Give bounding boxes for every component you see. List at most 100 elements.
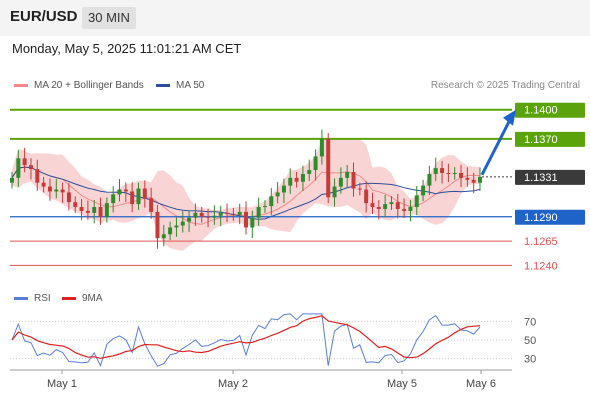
level-label: 1.1290 (524, 212, 558, 224)
candle-body (66, 192, 71, 203)
datetime-label: Monday, May 5, 2025 11:01:21 AM CET (12, 41, 242, 56)
candle-body (174, 225, 179, 228)
candle-body (471, 179, 476, 183)
candle-body (300, 173, 305, 182)
legend-ma50: MA 50 (156, 80, 204, 91)
candle-body (155, 211, 160, 239)
legend-9ma: 9MA (62, 293, 103, 304)
candle-body (193, 212, 198, 218)
candle-body (389, 202, 394, 205)
candle-body (142, 188, 147, 199)
pair-title: EUR/USD (10, 8, 78, 25)
credit-text: Research © 2025 Trading Central (430, 80, 580, 91)
rsi-ma-line (11, 315, 481, 359)
bollinger-band (12, 138, 480, 251)
candle-body (10, 177, 14, 183)
level-tag (515, 169, 585, 185)
candle-body (427, 173, 432, 186)
candle-body (307, 170, 312, 174)
rsi-swatch (14, 297, 28, 300)
level-label: 1.1370 (524, 134, 558, 146)
candle-body (433, 168, 438, 174)
level-tag (515, 102, 585, 118)
candle-body (225, 212, 230, 214)
candle-body (421, 185, 426, 196)
candle-body (117, 189, 122, 195)
candle-body (250, 217, 255, 228)
level-label: 1.1400 (524, 105, 558, 117)
header-bar: EUR/USD 30 MIN (0, 0, 590, 36)
legend-ma20: MA 20 + Bollinger Bands (14, 80, 144, 91)
candle-body (41, 182, 46, 187)
ma20-label: MA 20 + Bollinger Bands (34, 80, 144, 91)
candle-body (187, 217, 192, 222)
ma9-label: 9MA (82, 293, 103, 304)
candle-body (79, 207, 84, 211)
candle-body (168, 227, 173, 235)
candle-body (136, 188, 141, 205)
candle-body (73, 202, 78, 208)
candle-body (231, 213, 236, 215)
candle-body (47, 186, 52, 192)
candle-body (357, 188, 362, 190)
candle-body (256, 207, 261, 218)
candle-body (237, 211, 242, 215)
candle-body (275, 192, 280, 197)
rsi-line (11, 313, 481, 368)
axis-label: May 5 (387, 378, 417, 390)
candle-body (161, 234, 166, 239)
candle-body (212, 215, 217, 218)
candle-body (345, 172, 350, 178)
candle-body (452, 172, 457, 174)
candlesticks (10, 129, 482, 249)
candle-body (414, 195, 419, 208)
band-area (12, 138, 480, 251)
candle-body (319, 138, 324, 157)
candle-body (269, 196, 274, 207)
candle-body (370, 203, 375, 208)
price-levels: 1.1400 1.1370 1.1331 1.1290 1.1265 1.1240 (10, 102, 585, 272)
ma50-swatch (156, 84, 170, 87)
axis-label: May 1 (47, 378, 77, 390)
candle-body (104, 203, 109, 217)
candle-body (408, 207, 413, 211)
rsi-tick-label: 70 (524, 316, 536, 328)
candle-body (465, 177, 470, 180)
candle-body (149, 198, 154, 212)
candle-body (351, 172, 356, 189)
candle-body (459, 172, 464, 178)
timeframe-badge[interactable]: 30 MIN (82, 7, 136, 29)
candle-body (326, 138, 331, 198)
candle-body (92, 207, 97, 213)
level-tag (515, 131, 585, 147)
arrow-shaft (480, 119, 512, 176)
legend-rsi: RSI (14, 293, 51, 304)
candle-body (402, 208, 407, 211)
candle-body (383, 204, 388, 209)
rsi-panel: 70 50 30 (10, 313, 536, 368)
ma9-swatch (62, 297, 76, 300)
candle-body (98, 207, 103, 217)
time-axis: May 1 May 2 May 5 May 6 (10, 369, 512, 390)
candle-body (199, 212, 204, 217)
axis-label: May 6 (466, 378, 496, 390)
candle-body (206, 216, 211, 218)
arrow-head (503, 109, 516, 126)
candle-body (478, 176, 482, 183)
ma50-label: MA 50 (176, 80, 205, 91)
candle-body (332, 186, 337, 198)
rsi-label: RSI (34, 293, 51, 304)
candle-body (111, 194, 116, 204)
candle-body (244, 211, 248, 228)
candle-body (60, 189, 65, 193)
level-label: 1.1331 (524, 172, 558, 184)
candle-body (130, 191, 135, 205)
candle-body (85, 210, 90, 213)
candle-body (22, 158, 27, 166)
rsi-tick-label: 30 (524, 354, 536, 366)
candle-body (338, 177, 343, 187)
rsi-tick-label: 50 (524, 335, 536, 347)
candle-body (262, 206, 267, 208)
candle-body (218, 212, 223, 216)
